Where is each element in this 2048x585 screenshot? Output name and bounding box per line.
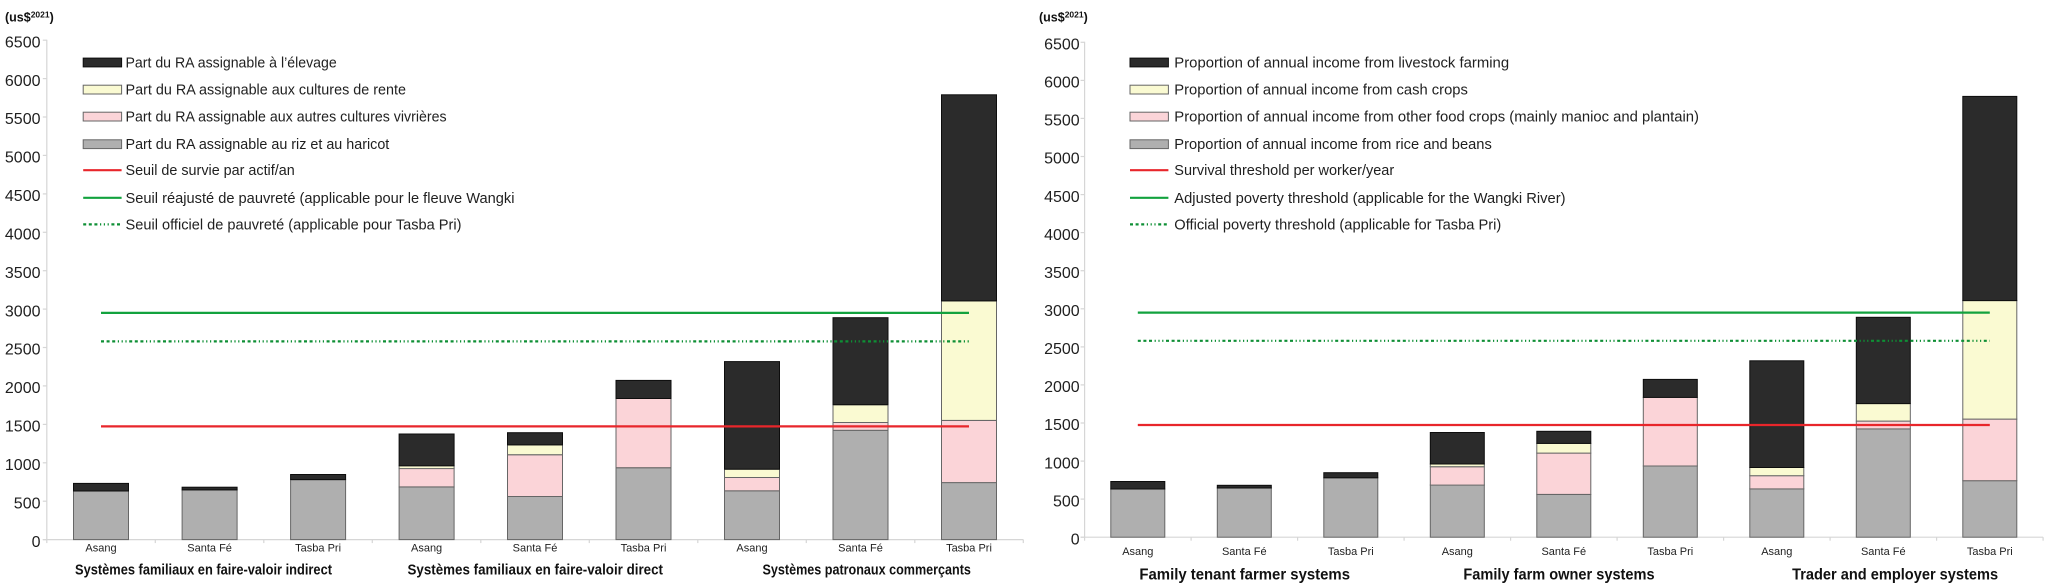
svg-text:Part du RA assignable à l’élev: Part du RA assignable à l’élevage <box>126 56 337 72</box>
svg-text:1500: 1500 <box>1044 417 1080 434</box>
svg-text:3000: 3000 <box>1044 303 1080 320</box>
svg-text:4500: 4500 <box>5 188 41 205</box>
svg-text:Asang: Asang <box>736 543 767 555</box>
svg-text:6500: 6500 <box>5 34 41 51</box>
svg-text:Proportion of annual income fr: Proportion of annual income from rice an… <box>1174 137 1492 153</box>
svg-text:Proportion of annual income fr: Proportion of annual income from other f… <box>1174 110 1699 126</box>
svg-text:2000: 2000 <box>1044 379 1080 396</box>
svg-text:Systèmes familiaux en faire-va: Systèmes familiaux en faire-valoir indir… <box>75 563 332 579</box>
svg-text:Santa Fé: Santa Fé <box>187 543 232 555</box>
svg-text:1000: 1000 <box>1044 455 1080 472</box>
svg-text:4500: 4500 <box>1044 189 1080 206</box>
svg-text:Seuil officiel de pauvreté (ap: Seuil officiel de pauvreté (applicable p… <box>126 217 462 233</box>
svg-text:Santa Fé: Santa Fé <box>1541 546 1586 558</box>
svg-text:Santa Fé: Santa Fé <box>1222 546 1267 558</box>
svg-text:6500: 6500 <box>1044 37 1080 54</box>
svg-text:Survival threshold per worker/: Survival threshold per worker/year <box>1174 163 1394 179</box>
svg-text:500: 500 <box>14 495 41 512</box>
svg-text:Asang: Asang <box>1761 546 1792 558</box>
svg-text:Tasba Pri: Tasba Pri <box>295 543 341 555</box>
svg-text:Tasba Pri: Tasba Pri <box>1967 546 2013 558</box>
svg-text:Tasba Pri: Tasba Pri <box>946 543 992 555</box>
svg-text:Adjusted poverty threshold (ap: Adjusted poverty threshold (applicable f… <box>1174 191 1565 207</box>
svg-text:2500: 2500 <box>5 342 41 359</box>
svg-text:4000: 4000 <box>1044 227 1080 244</box>
svg-text:Systèmes familiaux en faire-va: Systèmes familiaux en faire-valoir direc… <box>408 563 664 579</box>
svg-text:4000: 4000 <box>5 227 41 244</box>
svg-text:Part du RA assignable au riz e: Part du RA assignable au riz et au haric… <box>126 137 390 153</box>
svg-text:2500: 2500 <box>1044 341 1080 358</box>
svg-text:Santa Fé: Santa Fé <box>1861 546 1906 558</box>
svg-text:Asang: Asang <box>411 543 442 555</box>
svg-text:Asang: Asang <box>1442 546 1473 558</box>
svg-text:Family tenant farmer systems: Family tenant farmer systems <box>1139 567 1350 584</box>
svg-text:500: 500 <box>1053 493 1080 510</box>
svg-text:Asang: Asang <box>1122 546 1153 558</box>
svg-text:Tasba Pri: Tasba Pri <box>1647 546 1693 558</box>
svg-text:Asang: Asang <box>85 543 116 555</box>
svg-text:0: 0 <box>1071 531 1080 548</box>
svg-text:3500: 3500 <box>5 265 41 282</box>
svg-text:Proportion of annual income fr: Proportion of annual income from cash cr… <box>1174 83 1468 99</box>
svg-text:5000: 5000 <box>1044 151 1080 168</box>
svg-text:5000: 5000 <box>5 150 41 167</box>
svg-text:2000: 2000 <box>5 380 41 397</box>
svg-text:5500: 5500 <box>1044 113 1080 130</box>
svg-text:Trader and employer systems: Trader and employer systems <box>1792 567 1998 584</box>
svg-text:1000: 1000 <box>5 457 41 474</box>
svg-text:Systèmes patronaux commerçants: Systèmes patronaux commerçants <box>763 563 971 579</box>
svg-text:3000: 3000 <box>5 303 41 320</box>
svg-text:Tasba Pri: Tasba Pri <box>621 543 667 555</box>
svg-text:Santa Fé: Santa Fé <box>513 543 558 555</box>
svg-text:1500: 1500 <box>5 419 41 436</box>
svg-text:Official poverty threshold (ap: Official poverty threshold (applicable f… <box>1174 217 1501 233</box>
svg-text:0: 0 <box>32 534 41 551</box>
svg-text:Tasba Pri: Tasba Pri <box>1328 546 1374 558</box>
svg-text:5500: 5500 <box>5 111 41 128</box>
svg-text:6000: 6000 <box>5 73 41 90</box>
svg-text:6000: 6000 <box>1044 75 1080 92</box>
svg-text:Seuil de survie par actif/an: Seuil de survie par actif/an <box>126 163 295 179</box>
svg-text:Part du RA assignable aux cult: Part du RA assignable aux cultures de re… <box>126 83 407 99</box>
svg-text:Part du RA assignable aux autr: Part du RA assignable aux autres culture… <box>126 110 447 126</box>
svg-text:Proportion of annual income fr: Proportion of annual income from livesto… <box>1174 56 1509 72</box>
svg-text:Family farm owner systems: Family farm owner systems <box>1463 567 1654 584</box>
svg-text:Seuil réajusté de pauvreté (ap: Seuil réajusté de pauvreté (applicable p… <box>126 191 515 207</box>
svg-text:3500: 3500 <box>1044 265 1080 282</box>
svg-text:Santa Fé: Santa Fé <box>838 543 883 555</box>
